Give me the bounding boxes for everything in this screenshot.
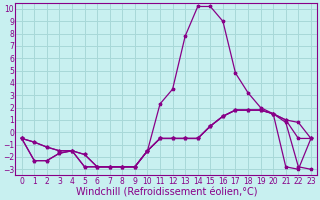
- X-axis label: Windchill (Refroidissement éolien,°C): Windchill (Refroidissement éolien,°C): [76, 187, 257, 197]
